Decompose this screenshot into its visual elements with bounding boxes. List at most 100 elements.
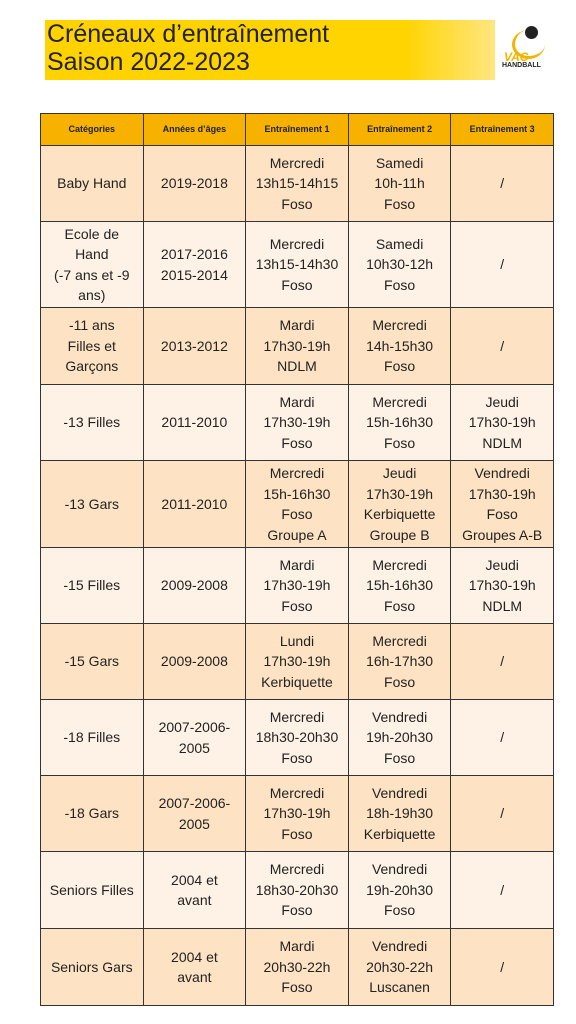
cell-line: 17h30-19h xyxy=(263,337,331,354)
cell-line: 2009-2008 xyxy=(160,653,228,670)
cell-line: Foso xyxy=(384,276,416,293)
cell-line: Foso xyxy=(384,902,416,919)
cell-line: 17h30-19h xyxy=(366,485,434,502)
cell-line: -13 Filles xyxy=(63,414,121,431)
logo-arc xyxy=(512,30,545,59)
cell-line: Foso xyxy=(281,749,313,766)
cell-line: NDLM xyxy=(277,358,317,375)
cell-line: 2007-2006- xyxy=(158,719,231,735)
cell-line: Foso xyxy=(384,195,416,212)
table-row: Seniors Filles 2004 et avant Mercredi 18h30-… xyxy=(40,851,554,929)
table-cell: 2004 et avant xyxy=(142,928,247,1006)
cell-line: 15h-16h30 xyxy=(263,485,331,502)
table-cell: Ecole de Hand (-7 ans et -9 ans) xyxy=(40,221,144,308)
cell-line: Luscanen xyxy=(369,979,430,996)
cell-line: / xyxy=(500,881,505,898)
cell-line: Foso xyxy=(281,597,313,614)
table-cell: -11 ans Filles et Garçons xyxy=(40,307,144,385)
cell-line: NDLM xyxy=(482,597,523,614)
cell-line: Seniors Filles xyxy=(49,881,134,898)
cell-line: 2004 et xyxy=(171,871,218,888)
table-cell: / xyxy=(450,221,554,308)
schedule-table: Catégories Années d’âges Entraînement 1 Ent… xyxy=(40,113,554,1006)
cell-line: Vendredi xyxy=(371,708,428,725)
cell-line: Hand xyxy=(75,246,109,262)
cell-line: 19h-20h30 xyxy=(366,881,434,898)
cell-line: Groupes A-B xyxy=(462,526,543,543)
cell-line: Jeudi xyxy=(485,393,519,410)
cell-line: Foso xyxy=(281,825,313,842)
cell-line: -13 Gars xyxy=(64,495,120,512)
cell-line: -15 Gars xyxy=(64,653,120,670)
table-cell: Mercredi 18h30-20h30 Foso xyxy=(245,699,349,776)
table-row: Seniors Gars 2004 et avant Mardi 20h30-22h Fo… xyxy=(40,928,554,1006)
cell-line: 15h-16h30 xyxy=(366,577,434,594)
table-cell: 2019-2018 xyxy=(142,145,247,222)
cell-line: Jeudi xyxy=(382,465,417,481)
table-row: -15 Filles 2009-2008 Mardi 17h30-19h Foso Mer… xyxy=(40,547,554,624)
cell-line: Mercredi xyxy=(269,235,325,252)
table-cell: 2011-2010 xyxy=(142,384,247,461)
cell-line: Mercredi xyxy=(269,154,325,171)
cell-line: -15 Filles xyxy=(63,577,121,594)
cell-line: Foso xyxy=(486,506,518,522)
cell-line: Foso xyxy=(281,506,313,522)
table-cell: 2009-2008 xyxy=(142,623,247,700)
cell-line: 17h30-19h xyxy=(468,414,536,431)
cell-line: -18 Gars xyxy=(64,805,120,822)
table-cell: Baby Hand xyxy=(40,145,144,222)
cell-line: Mardi xyxy=(279,393,315,410)
table-cell: -13 Filles xyxy=(40,384,144,461)
table-cell: Seniors Gars xyxy=(40,928,144,1006)
table-cell: Samedi 10h-11h Foso xyxy=(347,145,452,222)
cell-line: Foso xyxy=(281,434,313,451)
cell-line: 2019-2018 xyxy=(160,175,228,192)
cell-line: Foso xyxy=(281,979,313,996)
cell-line: 18h-19h30 xyxy=(366,805,434,822)
cell-line: 20h30-22h xyxy=(366,958,434,975)
cell-line: 2005 xyxy=(178,815,210,832)
cell-line: Foso xyxy=(384,358,416,375)
cell-line: 18h30-20h30 xyxy=(255,881,339,898)
cell-line: Garçons xyxy=(65,358,119,375)
table-cell: / xyxy=(450,775,554,852)
table-cell: 2007-2006- 2005 xyxy=(142,775,247,852)
cell-line: 2009-2008 xyxy=(160,577,228,594)
table-cell: -15 Gars xyxy=(40,623,144,700)
cell-line: / xyxy=(500,729,505,746)
cell-line: 20h30-22h xyxy=(263,958,331,975)
cell-line: 17h30-19h xyxy=(263,414,331,431)
table-cell: Samedi 10h30-12h Foso xyxy=(347,221,452,308)
cell-line: Mardi xyxy=(279,556,315,573)
table-cell: -13 Gars xyxy=(40,460,144,548)
cell-line: 17h30-19h xyxy=(263,653,331,670)
cell-line: ans) xyxy=(78,287,106,303)
cell-line: Mercredi xyxy=(269,465,325,481)
cell-line: 2017-2016 xyxy=(160,246,228,262)
cell-line: Kerbiquette xyxy=(363,506,436,522)
cell-line: Foso xyxy=(281,195,313,212)
cell-line: Mardi xyxy=(279,317,315,334)
cell-line: Baby Hand xyxy=(57,175,127,192)
cell-line: NDLM xyxy=(482,434,523,451)
table-cell: 2004 et avant xyxy=(142,851,247,929)
table-row: Baby Hand 2019-2018 Mercredi 13h15-14h15 Fos… xyxy=(40,145,554,222)
table-cell: Vendredi 19h-20h30 Foso xyxy=(347,699,452,776)
cell-line: Vendredi xyxy=(371,861,428,878)
title-line: Créneaux d’entraînement xyxy=(47,20,330,48)
cell-line: 18h30-20h30 xyxy=(255,729,339,746)
cell-line: Mercredi xyxy=(269,708,325,725)
cell-line: Mercredi xyxy=(269,861,325,878)
cell-line: Samedi xyxy=(375,235,424,252)
table-cell: 2007-2006- 2005 xyxy=(142,699,247,776)
cell-line: Lundi xyxy=(279,632,315,649)
cell-line: / xyxy=(500,805,505,822)
cell-line: Foso xyxy=(384,434,416,451)
column-header: Entraînement 1 xyxy=(245,113,349,146)
cell-line: 2015-2014 xyxy=(160,266,228,283)
table-cell: Mardi 20h30-22h Foso xyxy=(245,928,349,1006)
cell-line: 2005 xyxy=(178,739,210,756)
cell-line: Vendredi xyxy=(474,465,530,481)
table-cell: / xyxy=(450,851,554,929)
